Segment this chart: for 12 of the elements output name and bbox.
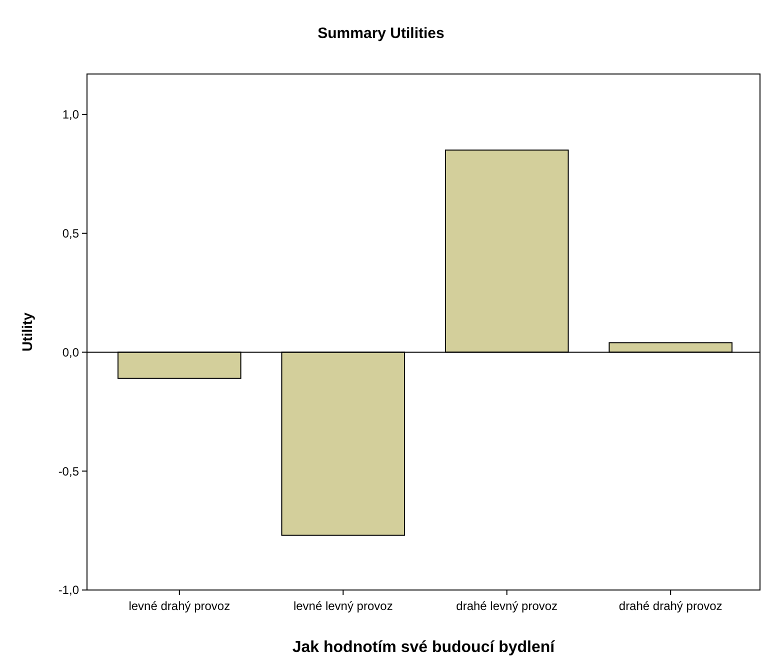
y-tick-label: -1,0: [58, 583, 80, 598]
x-axis-title: Jak hodnotím své budoucí bydlení: [292, 639, 556, 656]
x-tick-label: drahé levný provoz: [456, 599, 558, 613]
chart-title: Summary Utilities: [318, 25, 444, 42]
y-tick-label: -0,5: [58, 464, 80, 478]
y-tick-label: 0,5: [62, 226, 80, 241]
y-tick-label: 0,0: [62, 345, 80, 360]
x-tick-label: drahé drahý provoz: [618, 599, 722, 613]
x-tick-label: levné levný provoz: [293, 599, 393, 613]
y-tick-label: 1,0: [62, 108, 80, 122]
x-tick-label: levné drahý provoz: [128, 599, 230, 613]
y-axis-title: Utility: [19, 312, 35, 352]
